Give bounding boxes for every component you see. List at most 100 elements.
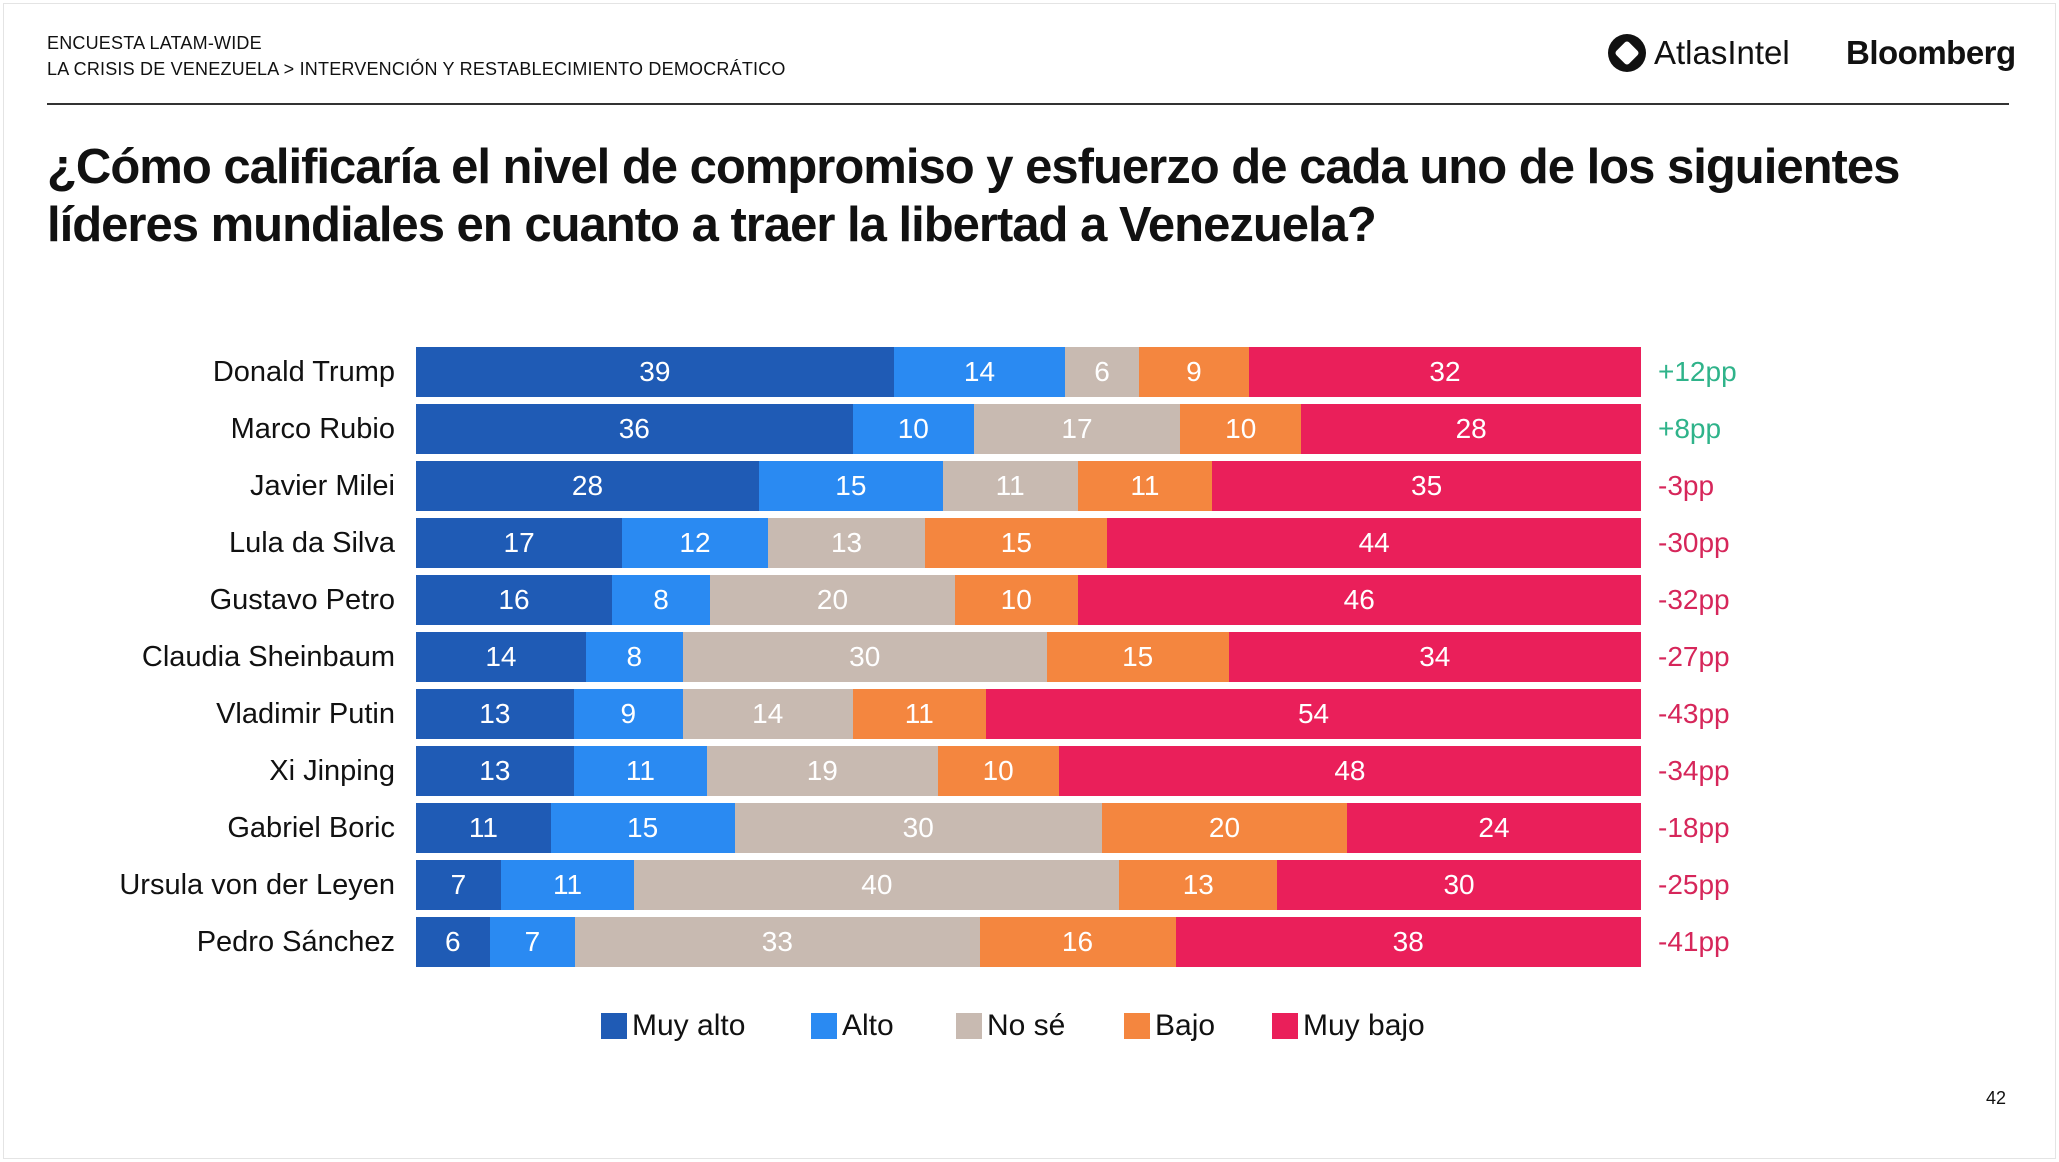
data-label: 30	[849, 641, 881, 672]
data-label: 11	[904, 698, 934, 729]
data-label: 15	[627, 812, 659, 843]
data-label: 44	[1358, 527, 1390, 558]
bar-segment: 16	[416, 575, 612, 625]
legend-swatch	[1272, 1013, 1298, 1039]
bar-segment: 24	[1347, 803, 1641, 853]
bar-segment: 9	[573, 689, 683, 739]
bar-segment: 11	[942, 461, 1078, 511]
data-label: 20	[816, 584, 849, 615]
category-label: Ursula von der Leyen	[119, 869, 395, 901]
category-label: Donald Trump	[212, 356, 395, 388]
bar-segment: 8	[585, 632, 683, 682]
data-label: 54	[1297, 698, 1330, 729]
data-label: 30	[1443, 869, 1475, 900]
data-label: 8	[653, 584, 669, 615]
bar-segment: 44	[1107, 518, 1641, 568]
data-label: 28	[571, 470, 604, 501]
legend-swatch	[1124, 1013, 1150, 1039]
bar-segment: 54	[986, 689, 1641, 739]
bar-segment: 10	[937, 746, 1059, 796]
bar-segment: 6	[416, 917, 490, 967]
bar-segment: 35	[1212, 461, 1641, 511]
net-score: -27pp	[1658, 641, 1730, 672]
data-label: 17	[1061, 413, 1093, 444]
net-score: -3pp	[1658, 470, 1715, 501]
data-label: 40	[861, 869, 893, 900]
net-score: -25pp	[1658, 869, 1730, 900]
bar-segment: 9	[1138, 347, 1249, 397]
data-label: 15	[1000, 527, 1032, 558]
legend-item: Alto	[811, 1009, 894, 1043]
data-label: 11	[1130, 470, 1160, 501]
bar-segment: 13	[416, 746, 574, 796]
category-label: Javier Milei	[249, 470, 395, 502]
bar-segment: 17	[416, 518, 623, 568]
data-label: 6	[444, 926, 461, 957]
data-label: 6	[1094, 356, 1110, 387]
legend-swatch	[601, 1013, 627, 1039]
bar-segment: 12	[622, 518, 768, 568]
net-score: -30pp	[1658, 527, 1730, 558]
data-label: 38	[1392, 926, 1424, 957]
data-label: 15	[835, 470, 867, 501]
bar-segment: 39	[416, 347, 894, 397]
data-label: 13	[479, 755, 511, 786]
net-score: +12pp	[1658, 356, 1737, 387]
data-label: 10	[1225, 413, 1257, 444]
net-score: -32pp	[1658, 584, 1730, 615]
bar-segment: 13	[767, 518, 926, 568]
data-label: 39	[639, 356, 671, 387]
data-label: 19	[806, 755, 838, 786]
data-label: 9	[1186, 356, 1202, 387]
legend-label: Muy alto	[632, 1009, 746, 1042]
bar-segment: 15	[550, 803, 735, 853]
data-label: 11	[995, 470, 1025, 501]
net-score: -41pp	[1658, 926, 1730, 957]
bloomberg-logo: Bloomberg	[1846, 34, 2016, 71]
bar-segment: 14	[893, 347, 1066, 397]
bar-segment: 11	[416, 803, 551, 853]
data-label: 14	[752, 698, 784, 729]
legend-item: Bajo	[1124, 1009, 1215, 1043]
data-label: 11	[553, 869, 583, 900]
legend-label: Muy bajo	[1303, 1009, 1425, 1042]
category-label: Marco Rubio	[230, 413, 395, 445]
net-score: -43pp	[1658, 698, 1730, 729]
data-label: 12	[679, 527, 711, 558]
category-label: Gustavo Petro	[209, 584, 395, 616]
data-label: 14	[963, 356, 996, 387]
data-label: 16	[1061, 926, 1094, 957]
bar-segment: 38	[1175, 917, 1641, 967]
bar-segment: 46	[1077, 575, 1641, 625]
data-label: 28	[1455, 413, 1487, 444]
data-label: 8	[626, 641, 643, 672]
bar-segment: 15	[925, 518, 1108, 568]
bar-segment: 33	[575, 917, 980, 967]
bar-segment: 16	[979, 917, 1176, 967]
net-score: -34pp	[1658, 755, 1730, 786]
data-label: 17	[503, 527, 535, 558]
bar-segment: 15	[1046, 632, 1229, 682]
data-label: 35	[1411, 470, 1443, 501]
data-label: 9	[620, 698, 637, 729]
bar-segment: 17	[973, 404, 1181, 454]
bar-segment: 30	[1277, 860, 1641, 910]
bar-segment: 14	[416, 632, 586, 682]
bar-segment: 11	[852, 689, 987, 739]
breadcrumb: LA CRISIS DE VENEZUELA > INTERVENCIÓN Y …	[47, 59, 786, 79]
bar-segment: 13	[1119, 860, 1278, 910]
legend-swatch	[811, 1013, 837, 1039]
bar-segment: 8	[612, 575, 710, 625]
atlasintel-mark-icon	[1608, 34, 1646, 72]
bar-segment: 30	[682, 632, 1047, 682]
data-label: 46	[1343, 584, 1375, 615]
bar-segment: 11	[1077, 461, 1213, 511]
bar-segment: 10	[852, 404, 974, 454]
legend-item: Muy alto	[601, 1009, 745, 1043]
data-label: 36	[618, 413, 650, 444]
bar-segment: 32	[1249, 347, 1641, 397]
data-label: 13	[479, 698, 511, 729]
bar-segment: 20	[1102, 803, 1347, 853]
category-label: Claudia Sheinbaum	[141, 641, 395, 673]
bar-segment: 7	[416, 860, 501, 910]
